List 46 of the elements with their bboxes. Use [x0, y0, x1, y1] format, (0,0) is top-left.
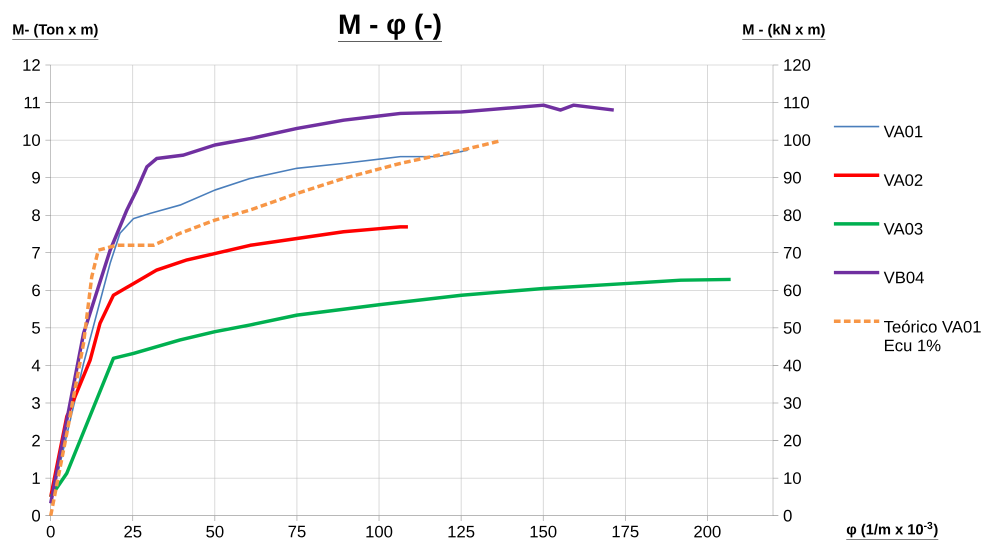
y-tick-label: 2 [32, 434, 40, 446]
y2-tick-label: 80 [784, 209, 801, 222]
line-series [48, 278, 732, 499]
legend-label: VA01 [884, 126, 922, 138]
line-series [48, 103, 616, 506]
y2-tick-label: 20 [784, 434, 801, 446]
chart-title: M - φ (-) [340, 14, 441, 40]
y2-tick-label: 90 [784, 172, 801, 184]
x-axis-title: φ (1/m x 10$^{-3}$) [846, 522, 938, 538]
y2-tick-label: 10 [784, 472, 801, 484]
x-tick-label: 50 [206, 526, 224, 538]
y-tick-label: 5 [32, 322, 40, 334]
x-tick-label: 175 [612, 526, 638, 538]
legend-label: VB04 [884, 272, 924, 284]
y2-axis-title: M - (kN x m) [743, 24, 825, 38]
y-tick-label: 12 [23, 59, 40, 71]
y-tick-label: 9 [32, 172, 40, 184]
y-tick-label: 6 [32, 284, 40, 296]
y2-tick-label: 120 [784, 59, 810, 71]
y2-tick-label: 110 [784, 96, 809, 108]
y2-tick-label: 60 [784, 284, 801, 296]
y2-tick-label: 100 [784, 134, 810, 146]
x-tick-label: 100 [366, 526, 392, 538]
x-tick-label: 75 [288, 526, 306, 538]
legend-label: VA03 [884, 222, 922, 235]
x-tick-label: 150 [530, 526, 556, 538]
y-tick-label: 11 [24, 96, 40, 108]
y2-tick-label: 70 [784, 246, 801, 259]
y-tick-label: 0 [32, 510, 40, 522]
y2-tick-label: 50 [784, 322, 801, 334]
y2-tick-label: 0 [784, 510, 792, 522]
x-tick-label: 125 [448, 526, 474, 538]
y-tick-label: 4 [32, 360, 40, 372]
y2-tick-label: 30 [784, 397, 801, 409]
y-tick-label: 1 [32, 472, 40, 484]
y-tick-label: 10 [23, 134, 40, 146]
x-tick-label: 200 [694, 526, 721, 538]
y-tick-label: 7 [32, 247, 40, 259]
x-tick-label: 0 [46, 526, 55, 538]
legend-label: Teórico VA01 Ecu 1% [884, 320, 981, 352]
x-tick-label: 25 [124, 526, 142, 538]
legend-label: VA02 [884, 174, 922, 186]
y-tick-label: 8 [32, 209, 40, 222]
y-tick-label: 3 [32, 397, 40, 409]
y-axis-title: M- (Ton x m) [13, 24, 98, 38]
y2-tick-label: 40 [783, 360, 801, 372]
